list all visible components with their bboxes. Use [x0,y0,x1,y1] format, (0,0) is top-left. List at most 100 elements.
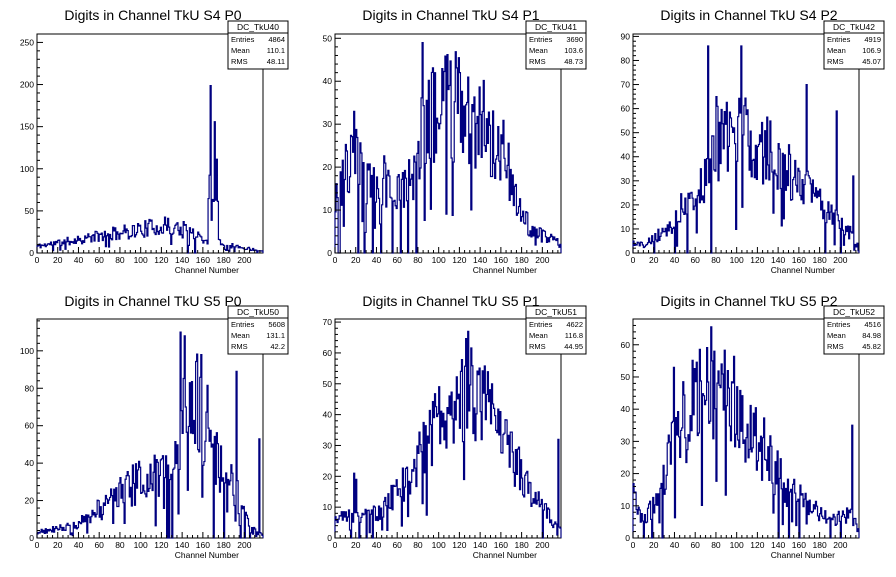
stats-value: 131.1 [266,331,285,340]
x-tick-label: 200 [833,540,847,550]
x-tick-label: 20 [351,255,361,265]
stats-label: Entries [529,320,553,329]
x-tick-label: 80 [115,540,125,550]
x-tick-label: 120 [154,540,168,550]
y-tick-label: 250 [20,37,34,47]
y-tick-label: 10 [621,501,631,511]
y-tick-label: 50 [621,128,631,138]
x-tick-label: 140 [175,540,189,550]
y-tick-label: 50 [25,206,35,216]
x-axis-label: Channel Number [771,550,835,560]
y-tick-label: 90 [621,31,631,41]
y-tick-label: 60 [621,340,631,350]
x-tick-label: 160 [196,540,210,550]
plot-frame [334,33,562,254]
stats-value: 45.82 [862,342,881,351]
y-tick-label: 100 [20,164,34,174]
stats-box-frame [525,305,587,355]
plot-frame [36,318,264,539]
y-tick-label: 0 [625,248,630,258]
x-tick-label: 200 [535,540,549,550]
y-tick-label: 70 [323,317,333,327]
stats-label: RMS [529,342,546,351]
x-tick-label: 200 [535,255,549,265]
x-tick-label: 60 [94,255,104,265]
y-tick-label: 50 [323,379,333,389]
x-tick-label: 0 [631,255,636,265]
x-tick-label: 140 [771,255,785,265]
stats-value: 4622 [566,320,583,329]
y-tick-label: 40 [323,410,333,420]
x-tick-label: 60 [392,255,402,265]
x-tick-label: 180 [515,540,529,550]
x-tick-label: 40 [670,255,680,265]
y-tick-label: 200 [20,80,34,90]
chart-title: Digits in Channel TkU S5 P2 [660,293,837,309]
chart-title: Digits in Channel TkU S4 P0 [64,7,241,23]
y-tick-label: 30 [323,119,333,129]
stats-label: Mean [827,331,846,340]
stats-box: DC_TkU40 Entries 4864 Mean 110.1 RMS 48.11 [227,20,289,70]
stats-box: DC_TkU52 Entries 4516 Mean 84.98 RMS 45.82 [823,305,885,355]
histogram-series [36,85,264,254]
x-tick-label: 100 [730,540,744,550]
y-tick-label: 20 [323,471,333,481]
plot-frame [632,33,860,254]
x-tick-label: 0 [35,255,40,265]
x-tick-label: 100 [134,255,148,265]
x-axis-label: Channel Number [473,550,537,560]
stats-label: Entries [827,320,851,329]
histogram-panel-1: Digits in Channel TkU S4 P10 20 40 60 80 100 1… [323,7,587,275]
x-axis-label: Channel Number [175,550,239,560]
stats-label: Mean [231,331,250,340]
histogram-series [36,331,264,539]
y-tick-label: 60 [621,104,631,114]
histogram-series [334,330,562,539]
stats-name: DC_TkU50 [237,307,279,317]
histogram-series [632,326,860,539]
x-tick-label: 100 [432,255,446,265]
stats-box-frame [525,20,587,70]
stats-box-frame [227,305,289,355]
y-tick-label: 0 [327,248,332,258]
stats-name: DC_TkU42 [833,22,875,32]
stats-value: 42.2 [270,342,285,351]
stats-value: 48.73 [564,57,583,66]
stats-value: 4516 [864,320,881,329]
histogram-series [632,45,860,254]
stats-label: Entries [529,35,553,44]
x-tick-label: 60 [392,540,402,550]
stats-value: 106.9 [862,46,881,55]
stats-value: 84.98 [862,331,881,340]
x-tick-label: 180 [217,255,231,265]
y-tick-label: 20 [621,469,631,479]
stats-value: 110.1 [267,46,285,55]
y-tick-label: 20 [323,162,333,172]
x-tick-label: 140 [473,255,487,265]
x-tick-label: 80 [115,255,125,265]
y-tick-label: 40 [621,404,631,414]
x-tick-label: 140 [771,540,785,550]
x-tick-label: 20 [649,540,659,550]
x-tick-label: 40 [74,255,84,265]
histogram-series [334,41,562,254]
y-tick-label: 40 [323,76,333,86]
x-tick-label: 120 [452,540,466,550]
stats-box: DC_TkU42 Entries 4919 Mean 106.9 RMS 45.07 [823,20,885,70]
x-tick-label: 100 [134,540,148,550]
x-axis-label: Channel Number [473,265,537,275]
stats-value: 116.8 [565,331,583,340]
stats-label: RMS [827,342,844,351]
y-tick-label: 0 [29,533,34,543]
x-tick-label: 80 [711,255,721,265]
stats-box: DC_TkU51 Entries 4622 Mean 116.8 RMS 44.95 [525,305,587,355]
x-tick-label: 100 [730,255,744,265]
x-tick-label: 120 [452,255,466,265]
y-tick-label: 30 [323,440,333,450]
y-tick-label: 80 [25,383,35,393]
y-tick-label: 10 [323,502,333,512]
x-tick-label: 40 [670,540,680,550]
stats-value: 103.6 [564,46,583,55]
x-tick-label: 40 [74,540,84,550]
x-tick-label: 40 [372,255,382,265]
